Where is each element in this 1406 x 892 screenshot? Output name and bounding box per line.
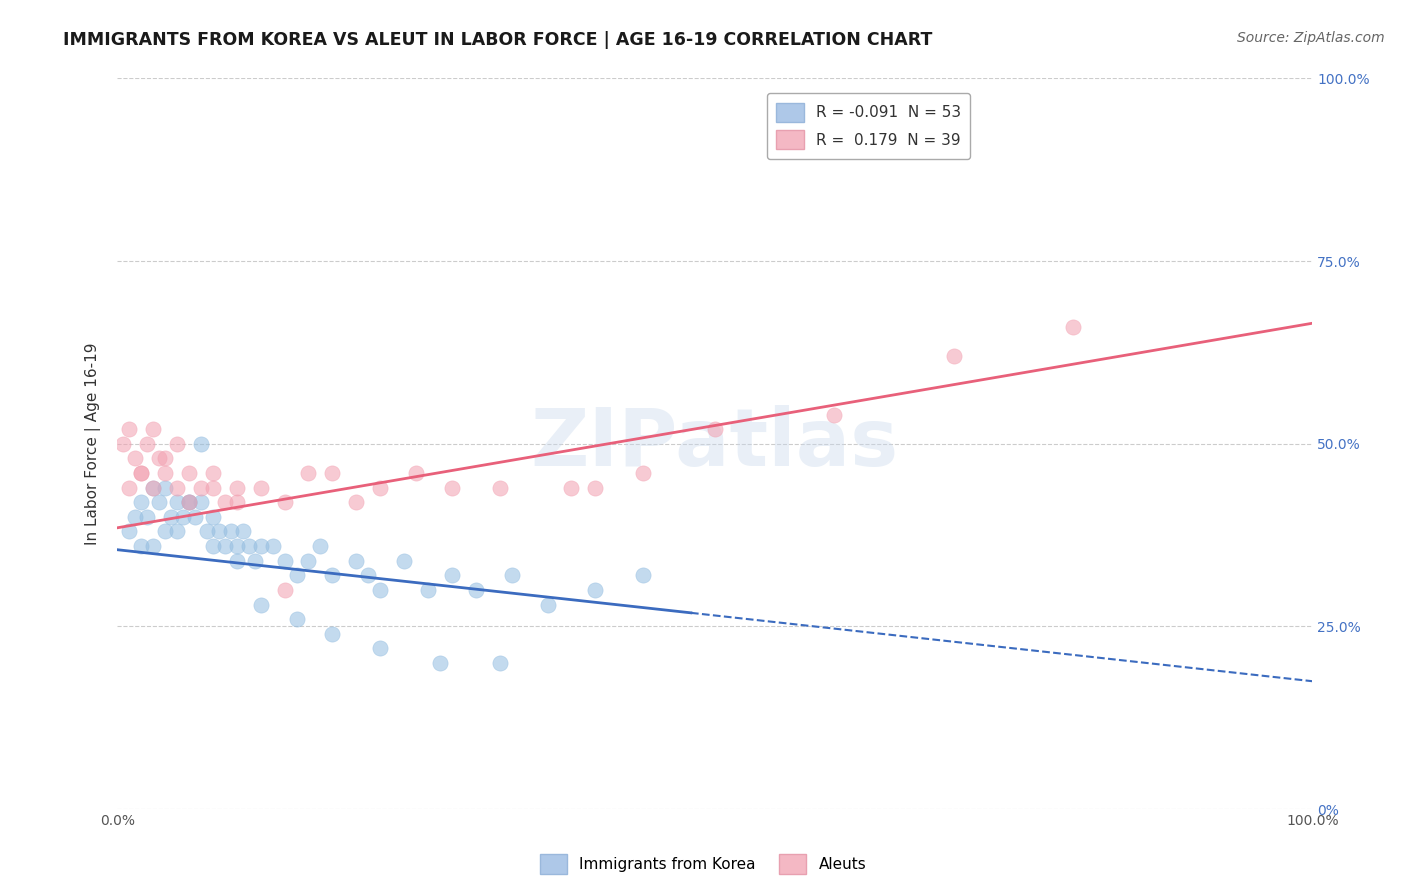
Point bbox=[273, 554, 295, 568]
Point bbox=[136, 437, 159, 451]
Point bbox=[225, 481, 247, 495]
Point bbox=[201, 539, 224, 553]
Point bbox=[273, 582, 295, 597]
Point bbox=[416, 582, 439, 597]
Point bbox=[214, 539, 236, 553]
Point bbox=[190, 495, 212, 509]
Point bbox=[285, 612, 308, 626]
Point bbox=[249, 481, 271, 495]
Point bbox=[536, 598, 558, 612]
Point bbox=[225, 539, 247, 553]
Text: IMMIGRANTS FROM KOREA VS ALEUT IN LABOR FORCE | AGE 16-19 CORRELATION CHART: IMMIGRANTS FROM KOREA VS ALEUT IN LABOR … bbox=[63, 31, 932, 49]
Point bbox=[273, 495, 295, 509]
Point bbox=[631, 568, 654, 582]
Point bbox=[501, 568, 523, 582]
Point bbox=[249, 598, 271, 612]
Point bbox=[225, 554, 247, 568]
Point bbox=[583, 582, 606, 597]
Point bbox=[129, 466, 152, 480]
Point bbox=[190, 437, 212, 451]
Point bbox=[118, 422, 141, 436]
Point bbox=[153, 466, 176, 480]
Point bbox=[153, 451, 176, 466]
Point bbox=[368, 641, 391, 656]
Point bbox=[232, 524, 254, 539]
Point bbox=[219, 524, 242, 539]
Point bbox=[262, 539, 284, 553]
Point bbox=[195, 524, 218, 539]
Point bbox=[166, 524, 188, 539]
Point bbox=[405, 466, 427, 480]
Point bbox=[942, 349, 965, 363]
Point bbox=[631, 466, 654, 480]
Point bbox=[368, 582, 391, 597]
Point bbox=[344, 554, 367, 568]
Point bbox=[464, 582, 486, 597]
Point bbox=[321, 568, 343, 582]
Point bbox=[243, 554, 266, 568]
Point bbox=[208, 524, 231, 539]
Point bbox=[201, 481, 224, 495]
Point bbox=[118, 481, 141, 495]
Point bbox=[392, 554, 415, 568]
Point bbox=[112, 437, 135, 451]
Point bbox=[142, 481, 165, 495]
Point bbox=[153, 481, 176, 495]
Point bbox=[214, 495, 236, 509]
Legend: R = -0.091  N = 53, R =  0.179  N = 39: R = -0.091 N = 53, R = 0.179 N = 39 bbox=[766, 94, 970, 159]
Point bbox=[124, 451, 146, 466]
Point bbox=[148, 495, 170, 509]
Point bbox=[177, 466, 200, 480]
Text: Source: ZipAtlas.com: Source: ZipAtlas.com bbox=[1237, 31, 1385, 45]
Point bbox=[177, 495, 200, 509]
Point bbox=[201, 466, 224, 480]
Point bbox=[142, 422, 165, 436]
Point bbox=[172, 509, 194, 524]
Point bbox=[160, 509, 183, 524]
Point bbox=[344, 495, 367, 509]
Point bbox=[166, 495, 188, 509]
Point bbox=[321, 466, 343, 480]
Point bbox=[166, 481, 188, 495]
Point bbox=[129, 539, 152, 553]
Point bbox=[440, 568, 463, 582]
Point bbox=[184, 509, 207, 524]
Point bbox=[166, 437, 188, 451]
Point bbox=[153, 524, 176, 539]
Point bbox=[238, 539, 260, 553]
Point bbox=[321, 626, 343, 640]
Point bbox=[297, 466, 319, 480]
Point bbox=[583, 481, 606, 495]
Point bbox=[1062, 319, 1084, 334]
Text: ZIPatlas: ZIPatlas bbox=[530, 405, 898, 483]
Point bbox=[249, 539, 271, 553]
Point bbox=[136, 509, 159, 524]
Point bbox=[357, 568, 380, 582]
Point bbox=[823, 408, 845, 422]
Legend: Immigrants from Korea, Aleuts: Immigrants from Korea, Aleuts bbox=[534, 848, 872, 880]
Point bbox=[201, 509, 224, 524]
Point bbox=[177, 495, 200, 509]
Point bbox=[703, 422, 725, 436]
Point bbox=[285, 568, 308, 582]
Point bbox=[368, 481, 391, 495]
Point bbox=[488, 481, 510, 495]
Point bbox=[225, 495, 247, 509]
Point bbox=[297, 554, 319, 568]
Point bbox=[488, 656, 510, 670]
Point bbox=[129, 466, 152, 480]
Point bbox=[124, 509, 146, 524]
Point bbox=[429, 656, 451, 670]
Point bbox=[118, 524, 141, 539]
Y-axis label: In Labor Force | Age 16-19: In Labor Force | Age 16-19 bbox=[86, 343, 101, 545]
Point bbox=[440, 481, 463, 495]
Point bbox=[190, 481, 212, 495]
Point bbox=[142, 481, 165, 495]
Point bbox=[129, 495, 152, 509]
Point bbox=[560, 481, 582, 495]
Point bbox=[309, 539, 332, 553]
Point bbox=[148, 451, 170, 466]
Point bbox=[177, 495, 200, 509]
Point bbox=[142, 539, 165, 553]
